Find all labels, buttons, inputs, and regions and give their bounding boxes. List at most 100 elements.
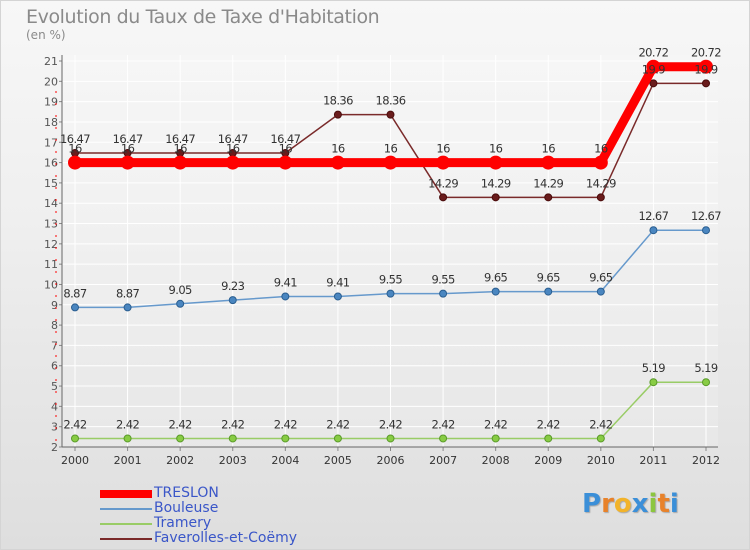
data-point (596, 287, 605, 296)
data-point (123, 303, 132, 312)
legend-label: Faverolles-et-Coëmy (154, 530, 298, 546)
data-point (596, 434, 605, 443)
data-label: 2.42 (379, 417, 402, 431)
data-point (333, 110, 342, 119)
y-tick-label: 5 (51, 380, 58, 393)
data-point (702, 79, 710, 88)
data-label: 16 (594, 142, 608, 156)
legend-swatch (100, 522, 152, 525)
data-label: 16.47 (270, 132, 300, 146)
data-labels: 16 16 16 16 16 16 16 16 16 16 16 20.72 20.72 8.87 8.87… (60, 46, 722, 432)
x-tick-label: 2000 (61, 454, 89, 467)
data-label: 16.47 (60, 132, 90, 146)
data-point (649, 79, 658, 88)
data-label: 9.65 (537, 271, 560, 285)
y-tick-label: 10 (44, 278, 58, 291)
data-label: 9.23 (221, 279, 244, 293)
y-tick-label: 18 (44, 116, 58, 129)
y-tick-label: 2 (51, 441, 58, 454)
data-label: 16 (68, 142, 82, 156)
data-label: 16 (542, 142, 556, 156)
x-tick-label: 2011 (639, 454, 667, 467)
y-tick-label: 6 (51, 360, 58, 373)
proxiti-logo: Proxiti (582, 489, 679, 519)
data-label: 8.87 (116, 286, 139, 300)
y-tick-label: 17 (44, 136, 58, 149)
data-label: 19.9 (694, 62, 717, 76)
chart-title: Evolution du Taux de Taxe d'Habitation (26, 6, 380, 28)
x-tick-label: 2001 (114, 454, 142, 467)
x-tick-label: 2010 (587, 454, 615, 467)
data-point (439, 193, 448, 202)
logo-letter: r (601, 489, 614, 519)
data-label: 9.41 (274, 275, 297, 289)
data-label: 16 (173, 142, 187, 156)
data-label: 12.67 (691, 209, 721, 223)
legend-label: Tramery (154, 515, 212, 531)
data-label: 2.42 (484, 417, 507, 431)
data-point (544, 287, 553, 296)
data-point (544, 193, 553, 202)
data-point (383, 155, 398, 170)
axes: 2 3 4 5 6 7 8 9 10 11 12 13 14 15 16 17 18 19 20 21 2000 2001… (44, 55, 720, 467)
data-label: 16.47 (165, 132, 195, 146)
y-tick-label: 16 (44, 157, 58, 170)
x-tick-label: 2006 (377, 454, 405, 467)
legend-swatch (100, 537, 152, 540)
data-label: 16.47 (113, 132, 143, 146)
x-tick-label: 2005 (324, 454, 352, 467)
data-point (649, 226, 658, 235)
data-point (491, 287, 500, 296)
data-label: 20.72 (638, 46, 668, 60)
data-point (702, 378, 710, 387)
x-tick-label: 2007 (429, 454, 457, 467)
legend-item: TRESLON (100, 486, 297, 501)
series-group (68, 59, 713, 443)
logo-letter: x (631, 489, 649, 519)
legend-item: Faverolles-et-Coëmy (100, 531, 297, 546)
legend-item: Tramery (100, 516, 297, 531)
data-point (333, 434, 342, 443)
data-label: 16 (279, 142, 293, 156)
data-label: 18.36 (323, 94, 353, 108)
data-point (71, 434, 79, 443)
data-point (646, 59, 661, 74)
data-label: 9.55 (431, 273, 454, 287)
y-tick-label: 11 (44, 258, 58, 271)
data-label: 12.67 (638, 209, 668, 223)
data-label: 9.55 (379, 273, 402, 287)
data-point (649, 378, 658, 387)
data-label: 2.42 (116, 417, 139, 431)
data-label: 2.42 (169, 417, 192, 431)
data-label: 2.42 (221, 417, 244, 431)
data-label: 8.87 (63, 286, 86, 300)
data-point (68, 155, 82, 170)
data-label: 16 (489, 142, 503, 156)
data-label: 14.29 (428, 176, 458, 190)
data-point (173, 155, 188, 170)
x-tick-label: 2002 (166, 454, 194, 467)
gridlines (62, 55, 718, 448)
legend-label: TRESLON (154, 485, 219, 501)
data-point (593, 155, 608, 170)
y-tick-label: 20 (44, 75, 58, 88)
data-point (439, 434, 448, 443)
data-point (281, 434, 290, 443)
y-tick-label: 7 (51, 339, 58, 352)
data-point (281, 292, 290, 301)
data-point (702, 226, 710, 235)
data-point (386, 110, 395, 119)
logo-letter: t (657, 489, 670, 519)
y-tick-label: 14 (44, 197, 58, 210)
data-point (544, 434, 553, 443)
data-label: 9.41 (326, 275, 349, 289)
data-point (699, 59, 713, 74)
data-label: 16 (384, 142, 398, 156)
data-point (333, 292, 342, 301)
y-tick-label: 8 (51, 319, 58, 332)
legend: TRESLON Bouleuse Tramery Faverolles-et-Coëm… (100, 486, 297, 546)
data-label: 16 (436, 142, 450, 156)
data-label: 9.65 (589, 271, 612, 285)
data-label: 5.19 (642, 361, 665, 375)
